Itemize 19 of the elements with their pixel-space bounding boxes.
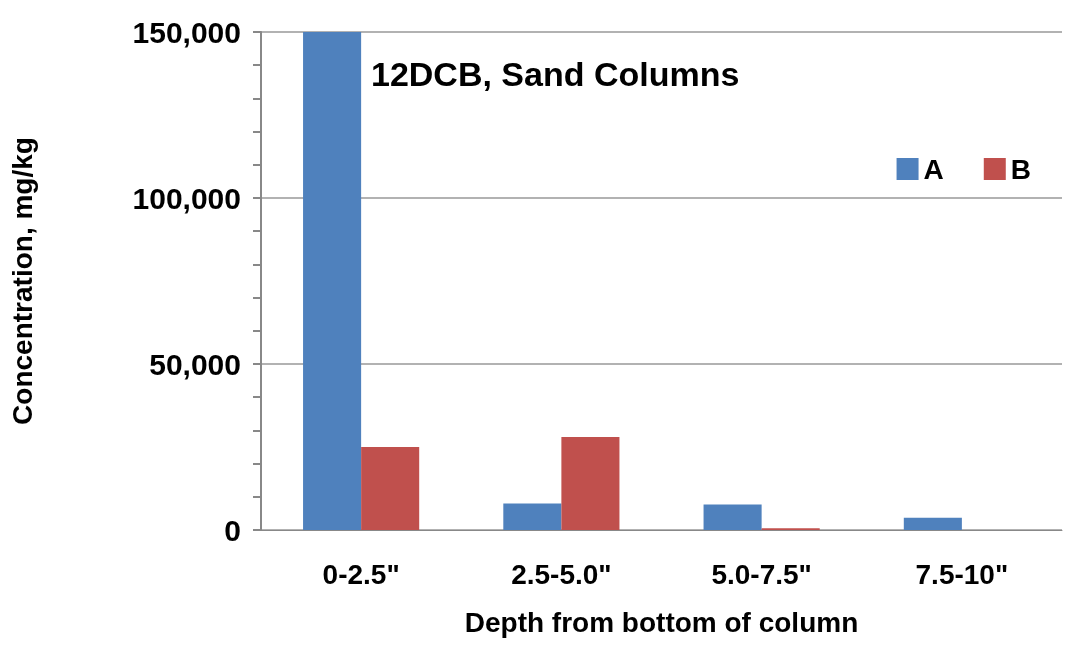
y-axis-title: Concentration, mg/kg (6, 137, 38, 425)
bar (303, 32, 362, 530)
legend-label: B (1010, 153, 1032, 185)
bar (703, 504, 762, 530)
bar (903, 517, 962, 530)
bar (361, 447, 420, 530)
x-axis-title: Depth from bottom of column (464, 606, 859, 638)
legend-label: A (923, 153, 944, 185)
y-tick-label: 50,000 (149, 347, 241, 381)
bar (503, 503, 562, 530)
x-tick-label: 5.0-7.5" (711, 558, 812, 590)
bar (561, 437, 620, 530)
y-tick-label: 0 (224, 513, 241, 547)
x-tick-label: 0-2.5" (322, 558, 400, 590)
y-tick-label: 150,000 (132, 15, 241, 49)
y-tick-label: 100,000 (132, 181, 241, 215)
x-tick-label: 2.5-5.0" (511, 558, 612, 590)
text: 12DCB, Sand Columns (371, 55, 740, 93)
x-tick-label: 7.5-10" (915, 558, 1009, 590)
